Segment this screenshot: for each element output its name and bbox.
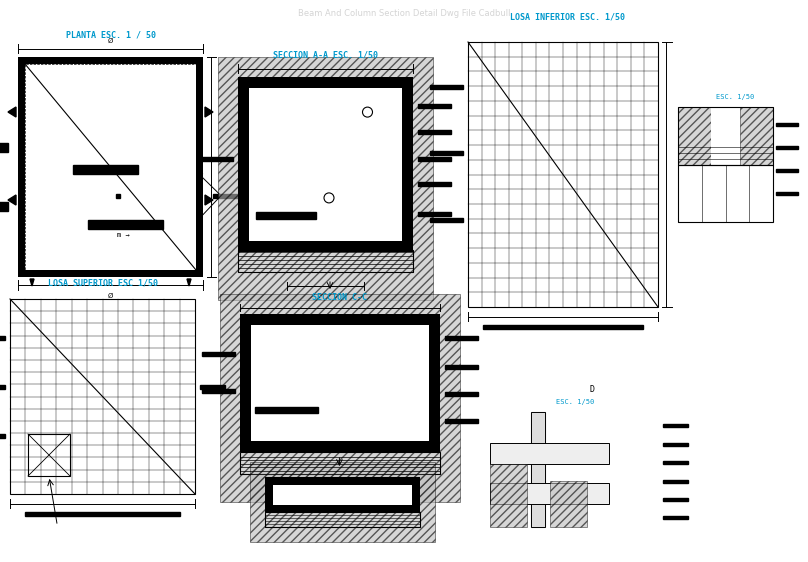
Polygon shape [418,182,451,186]
Polygon shape [202,352,235,356]
Polygon shape [73,165,138,174]
Polygon shape [25,512,180,516]
Text: D: D [590,386,595,395]
Text: LOSA SUPERIOR ESC 1/50: LOSA SUPERIOR ESC 1/50 [48,278,158,287]
Polygon shape [445,419,478,423]
Text: LOSA INFERIOR ESC. 1/50: LOSA INFERIOR ESC. 1/50 [511,13,625,22]
Polygon shape [202,389,235,393]
Bar [248,77,403,252]
Polygon shape [445,336,478,340]
Polygon shape [200,157,233,161]
Bar [238,250,413,272]
Polygon shape [430,151,463,155]
Bar [25,64,196,270]
Bar [265,512,420,527]
Bar [273,485,412,505]
Polygon shape [776,123,798,126]
Polygon shape [187,279,191,286]
Polygon shape [0,143,8,152]
Bar [490,464,528,527]
Text: Ø: Ø [107,293,113,299]
Polygon shape [256,211,316,219]
Bar [490,443,609,464]
Polygon shape [0,336,5,340]
Polygon shape [483,325,643,329]
Bar [25,64,196,270]
Polygon shape [418,130,451,134]
Text: ESC. 1/50: ESC. 1/50 [556,399,594,405]
Polygon shape [205,195,213,205]
Polygon shape [205,107,213,117]
Polygon shape [663,461,688,464]
Polygon shape [663,424,688,427]
Polygon shape [663,479,688,483]
Bar [711,107,740,165]
Bar [249,88,402,241]
Polygon shape [0,202,8,211]
Bar [240,452,440,474]
Bar [678,107,773,165]
Polygon shape [776,169,798,172]
Polygon shape [430,217,463,221]
Polygon shape [776,146,798,149]
Polygon shape [30,279,34,286]
Polygon shape [531,412,545,527]
Bar [251,325,429,441]
Polygon shape [430,85,463,89]
Polygon shape [663,498,688,501]
Text: Beam And Column Section Detail Dwg File Cadbull: Beam And Column Section Detail Dwg File … [298,9,510,18]
Polygon shape [445,392,478,396]
Polygon shape [116,193,120,198]
Bar [740,107,773,165]
Text: PLANTA ESC. 1 / 50: PLANTA ESC. 1 / 50 [65,30,155,39]
Polygon shape [0,433,5,437]
Text: m →: m → [116,232,129,238]
Polygon shape [663,516,688,519]
Text: Ø: Ø [107,38,113,44]
Text: SECCION A-A ESC. 1/50: SECCION A-A ESC. 1/50 [273,50,378,59]
Bar [468,42,658,307]
Bar [10,299,195,494]
Bar [28,434,70,476]
Bar [531,412,545,527]
Bar [251,314,429,452]
Bar [490,483,609,504]
Polygon shape [88,220,163,229]
Polygon shape [418,104,451,108]
Bar [18,57,203,277]
Bar [678,107,711,165]
Polygon shape [8,195,16,205]
Polygon shape [255,407,318,413]
Bar [250,462,435,542]
Polygon shape [213,193,243,198]
Polygon shape [418,157,451,161]
Text: ESC. 1/50: ESC. 1/50 [717,94,755,100]
Polygon shape [8,107,16,117]
Polygon shape [776,192,798,195]
Polygon shape [445,365,478,369]
Bar [218,57,433,300]
Bar [240,314,440,452]
Polygon shape [200,385,225,389]
Text: SECCION C-C: SECCION C-C [313,293,368,302]
Polygon shape [418,211,451,215]
Bar [220,294,460,502]
Bar [549,481,587,527]
Bar [678,165,773,222]
Polygon shape [663,443,688,446]
Polygon shape [0,385,5,389]
Bar [238,77,413,252]
Bar [265,477,420,513]
Bar [275,477,410,513]
